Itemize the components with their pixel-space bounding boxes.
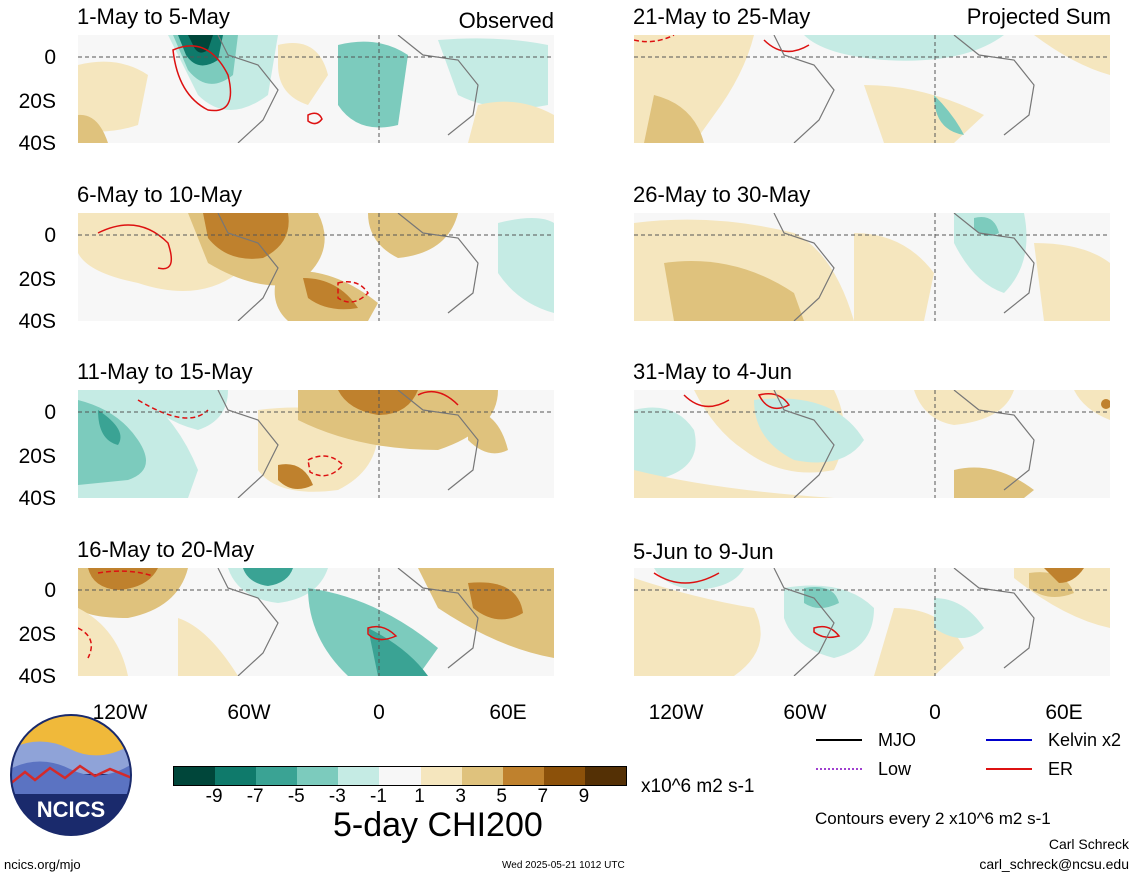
colorbar-tick-label: 9 xyxy=(578,786,590,807)
panel-title-1: 1-May to 5-May xyxy=(77,4,230,29)
lon-label-60w: 60W xyxy=(227,701,271,724)
colorbar-tick-label: 1 xyxy=(414,786,425,807)
lon-label-0: 0 xyxy=(373,701,385,724)
lon-label-0: 0 xyxy=(929,701,941,724)
panel-title-3: 11-May to 15-May xyxy=(77,359,253,384)
legend-low-label: Low xyxy=(878,758,912,779)
colorbar-segment xyxy=(215,767,257,785)
legend-low-line xyxy=(816,768,862,770)
projected-sum-label: Projected Sum xyxy=(966,4,1111,29)
map-panel-7 xyxy=(634,390,1110,498)
legend-er-label: ER xyxy=(1048,758,1074,779)
colorbar-tick-label: -5 xyxy=(287,786,305,807)
colorbar-tick-label: -9 xyxy=(205,786,223,807)
colorbar-segment xyxy=(379,767,421,785)
map-panel-2 xyxy=(78,213,554,321)
map-4 xyxy=(78,568,554,676)
colorbar-tick-label: -7 xyxy=(246,786,264,807)
map-1 xyxy=(78,35,554,143)
lon-label-60w: 60W xyxy=(783,701,827,724)
timestamp: Wed 2025-05-21 1012 UTC xyxy=(502,860,625,871)
ncics-logo: NCICS xyxy=(10,714,132,836)
legend-er-line xyxy=(986,768,1032,770)
lon-label-60e: 60E xyxy=(1045,701,1083,724)
lat-label-40s: 40S xyxy=(18,310,56,333)
lat-label-0: 0 xyxy=(44,579,56,602)
colorbar-segment xyxy=(256,767,298,785)
colorbar-segment xyxy=(584,767,627,785)
lon-label-60e: 60E xyxy=(489,701,527,724)
colorbar-segment xyxy=(174,767,216,785)
colorbar-segment xyxy=(502,767,544,785)
credit-name: Carl Schreck xyxy=(1048,836,1129,852)
map-3 xyxy=(78,390,554,498)
colorbar-tick-label: -3 xyxy=(328,786,346,807)
map-7 xyxy=(634,390,1110,498)
lat-label-20s: 20S xyxy=(18,268,56,291)
lat-label-20s: 20S xyxy=(18,623,56,646)
map-panel-3 xyxy=(78,390,554,498)
legend-kelvin: Kelvin x2 xyxy=(986,729,1121,751)
colorbar-units: x10^6 m2 s-1 xyxy=(641,776,755,797)
lat-label-40s: 40S xyxy=(18,665,56,688)
colorbar-segment xyxy=(543,767,585,785)
lon-label-120w: 120W xyxy=(648,701,704,724)
map-panel-5 xyxy=(634,35,1110,143)
panel-title-2: 6-May to 10-May xyxy=(77,182,243,207)
colorbar-tick-label: 3 xyxy=(455,786,466,807)
map-6 xyxy=(634,213,1110,321)
panel-title-5: 21-May to 25-May xyxy=(633,4,811,29)
colorbar-segment xyxy=(461,767,503,785)
legend-mjo: MJO xyxy=(816,729,916,751)
panel-title-6: 26-May to 30-May xyxy=(633,182,811,207)
lon-label-120w: 120W xyxy=(92,701,148,724)
panel-title-7: 31-May to 4-Jun xyxy=(633,359,792,384)
map-panel-1 xyxy=(78,35,554,143)
site-link[interactable]: ncics.org/mjo xyxy=(4,857,81,872)
legend-low: Low xyxy=(816,758,911,780)
logo-text: NCICS xyxy=(37,797,105,822)
map-2 xyxy=(78,213,554,321)
colorbar-tick-label: 7 xyxy=(537,786,549,807)
map-8 xyxy=(634,568,1110,676)
legend-kelvin-line xyxy=(986,739,1032,741)
map-panel-6 xyxy=(634,213,1110,321)
observed-label: Observed xyxy=(458,8,554,33)
lat-label-0: 0 xyxy=(44,401,56,424)
map-5 xyxy=(634,35,1110,143)
colorbar-segment xyxy=(338,767,380,785)
lat-label-0: 0 xyxy=(44,46,56,69)
lat-label-20s: 20S xyxy=(18,445,56,468)
colorbar-tick-label: 5 xyxy=(496,786,507,807)
legend-kelvin-label: Kelvin x2 xyxy=(1048,729,1122,750)
colorbar xyxy=(173,766,627,786)
colorbar-tick-label: -1 xyxy=(370,786,387,807)
figure-title: 5-day CHI200 xyxy=(333,806,543,844)
lat-label-0: 0 xyxy=(44,224,56,247)
legend-mjo-line xyxy=(816,739,862,741)
colorbar-segment xyxy=(297,767,339,785)
credit-email[interactable]: carl_schreck@ncsu.edu xyxy=(979,856,1129,872)
colorbar-segment xyxy=(420,767,462,785)
legend-er: ER xyxy=(986,758,1073,780)
lat-label-40s: 40S xyxy=(18,487,56,510)
map-panel-8 xyxy=(634,568,1110,676)
contour-note: Contours every 2 x10^6 m2 s-1 xyxy=(815,809,1051,828)
panel-title-4: 16-May to 20-May xyxy=(77,537,255,562)
lat-label-40s: 40S xyxy=(18,132,56,155)
panel-title-8: 5-Jun to 9-Jun xyxy=(633,539,774,564)
lat-label-20s: 20S xyxy=(18,90,56,113)
map-panel-4 xyxy=(78,568,554,676)
legend-mjo-label: MJO xyxy=(878,729,916,750)
